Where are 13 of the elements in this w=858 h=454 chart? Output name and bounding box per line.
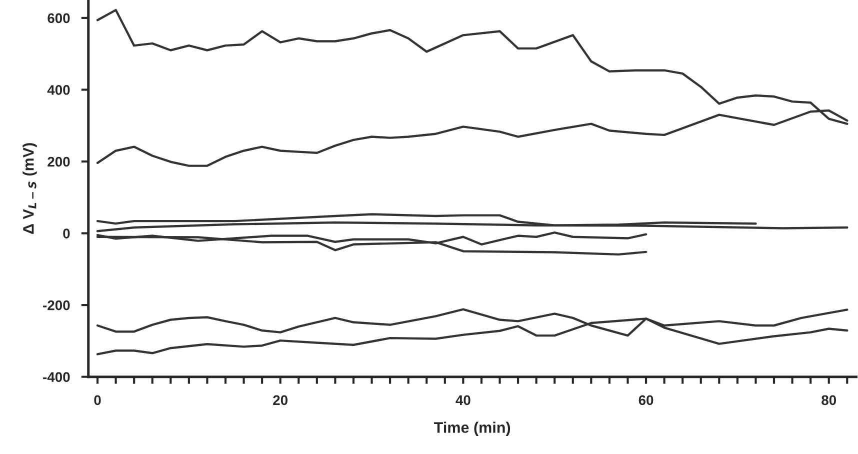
y-tick-label: -200: [43, 300, 70, 310]
y-tick-label: -400: [43, 372, 70, 382]
x-tick-label: 40: [456, 395, 470, 406]
x-axis-title: Time (min): [434, 422, 510, 436]
y-tick-label: 400: [47, 85, 70, 95]
x-tick-label: 0: [94, 395, 101, 406]
y-tick-label: 200: [48, 156, 70, 167]
x-tick-label: 60: [638, 395, 654, 406]
y-axis-title: Δ V$_{L−S}$ (mV): [22, 143, 37, 234]
y-tick-label: 600: [48, 13, 70, 24]
x-tick-label: 80: [822, 395, 836, 406]
y-tick-label: 0: [63, 228, 70, 238]
x-tick-label: 20: [273, 395, 288, 406]
